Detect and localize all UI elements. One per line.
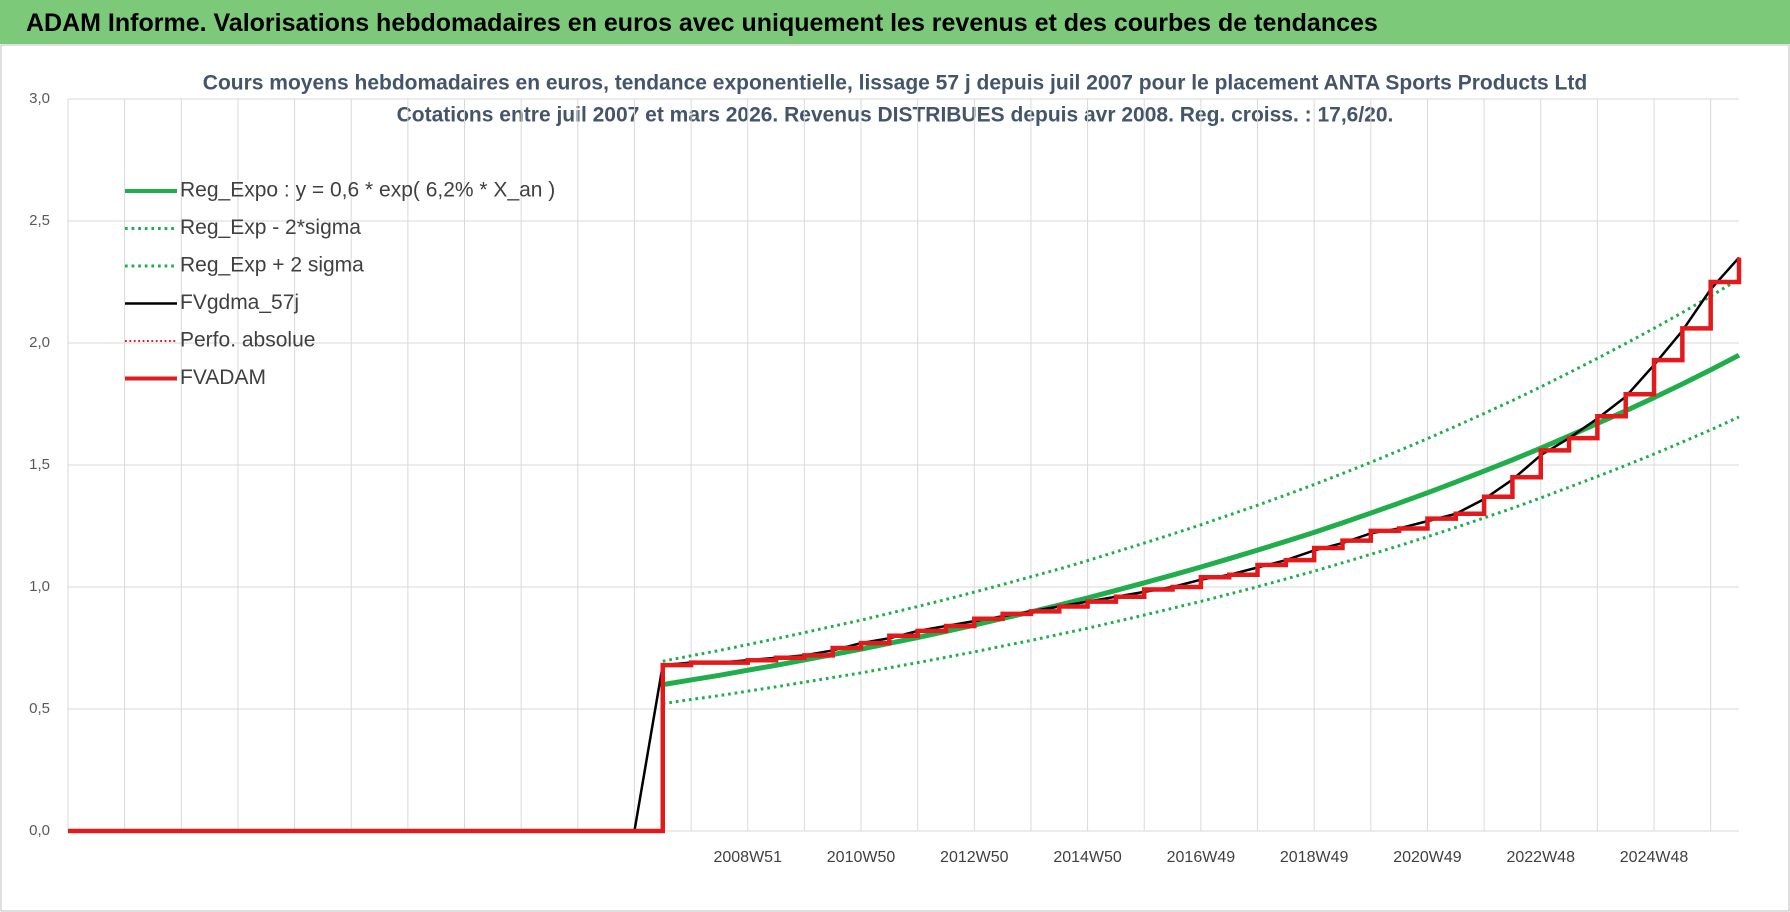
legend-label: Reg_Exp + 2 sigma — [180, 254, 364, 277]
x-tick-label: 2008W51 — [713, 849, 782, 866]
series-line — [68, 257, 1742, 834]
chart-title: Cours moyens hebdomadaires en euros, ten… — [203, 72, 1587, 95]
legend-label: FVADAM — [180, 366, 266, 389]
series-line — [662, 415, 1740, 706]
legend-label: FVgdma_57j — [180, 291, 299, 314]
series-line — [662, 277, 1740, 663]
x-tick-label: 2018W49 — [1280, 849, 1349, 866]
series-line — [68, 256, 1740, 833]
legend-label: Perfo. absolue — [180, 329, 315, 352]
x-tick-label: 2020W49 — [1393, 849, 1462, 866]
chart-subtitle: Cotations entre juil 2007 et mars 2026. … — [397, 104, 1394, 127]
header-title: ADAM Informe. Valorisations hebdomadaire… — [0, 0, 1790, 44]
legend-label: Reg_Exp - 2*sigma — [180, 216, 361, 239]
y-tick-label: 3,0 — [29, 90, 50, 107]
x-tick-label: 2014W50 — [1053, 849, 1122, 866]
y-tick-label: 0,0 — [29, 822, 50, 839]
x-tick-label: 2022W48 — [1506, 849, 1575, 866]
x-tick-label: 2016W49 — [1167, 849, 1236, 866]
x-tick-label: 2012W50 — [940, 849, 1009, 866]
y-tick-label: 1,5 — [29, 456, 50, 473]
chart-frame — [0, 44, 1790, 912]
y-tick-label: 1,0 — [29, 578, 50, 595]
x-tick-label: 2010W50 — [827, 849, 896, 866]
legend-label: Reg_Expo : y = 0,6 * exp( 6,2% * X_an ) — [180, 179, 555, 202]
x-tick-label: 2024W48 — [1620, 849, 1689, 866]
y-tick-label: 0,5 — [29, 700, 50, 717]
y-tick-label: 2,0 — [29, 334, 50, 351]
chart: Cours moyens hebdomadaires en euros, ten… — [0, 44, 1790, 912]
series-line — [662, 352, 1741, 688]
y-tick-label: 2,5 — [29, 212, 50, 229]
